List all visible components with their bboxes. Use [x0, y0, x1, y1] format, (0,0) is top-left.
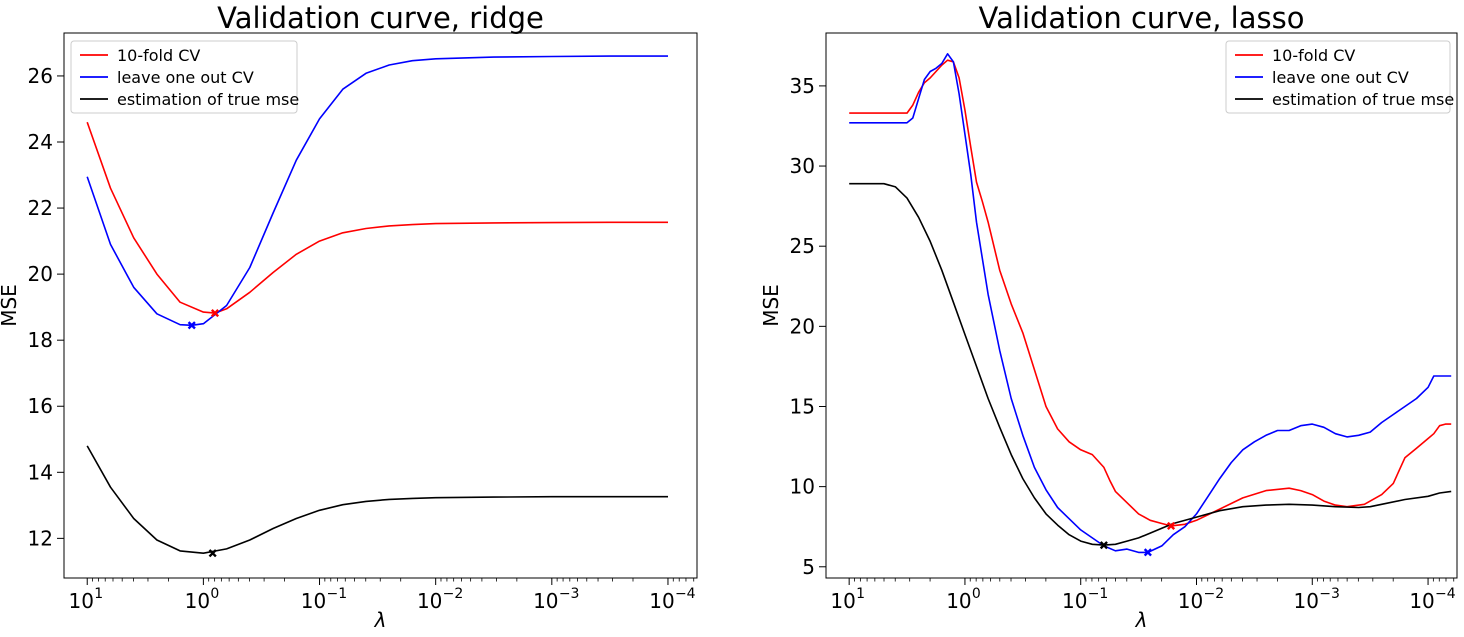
y-tick-label: 16 [28, 394, 53, 418]
legend-label: leave one out CV [117, 68, 254, 87]
series-line-2 [86, 55, 668, 327]
x-tick-label: 10 [185, 589, 210, 613]
x-tick-label: 10 [1062, 589, 1087, 613]
x-axis-label: λ [374, 608, 387, 632]
x-tick-exponent: −2 [443, 586, 464, 602]
x-tick-label: 10 [1178, 589, 1203, 613]
x-tick-label: 10 [533, 589, 558, 613]
legend-label: leave one out CV [1272, 68, 1409, 87]
y-tick-label: 12 [28, 526, 53, 550]
minimum-marker-3 [208, 549, 217, 558]
y-tick-label: 18 [28, 328, 53, 352]
series-lines [86, 55, 668, 555]
marker-stroke [1099, 541, 1108, 550]
x-tick-label: 10 [830, 589, 855, 613]
y-tick-label: 35 [790, 74, 815, 98]
y-tick-label: 20 [790, 314, 815, 338]
y-tick-label: 14 [28, 460, 53, 484]
y-tick-label: 22 [28, 196, 53, 220]
x-tick-exponent: −3 [1319, 586, 1340, 602]
y-tick-label: 30 [790, 154, 815, 178]
y-tick-label: 20 [28, 262, 53, 286]
marker-stroke [1166, 521, 1176, 530]
x-tick-exponent: 1 [94, 586, 103, 602]
minimum-marker-2 [1143, 548, 1152, 557]
y-tick-label: 25 [790, 234, 815, 258]
minimum-marker-1 [210, 309, 220, 318]
x-tick-exponent: 0 [210, 586, 219, 602]
y-tick-label: 26 [28, 64, 53, 88]
plot-frame [825, 32, 1458, 579]
x-tick-label: 10 [301, 589, 326, 613]
legend: 10-fold CV leave one out CV estimation of … [70, 40, 299, 114]
legend-label: estimation of true mse [1272, 90, 1454, 109]
x-tick-label: 10 [69, 589, 94, 613]
y-tick-label: 5 [802, 555, 815, 579]
x-tick-label: 10 [1294, 589, 1319, 613]
minimum-marker-2 [187, 321, 196, 330]
chart-title: Validation curve, lasso [979, 1, 1305, 35]
marker-stroke [187, 321, 196, 330]
x-tick-exponent: −1 [1088, 586, 1109, 602]
x-tick-exponent: 1 [856, 586, 865, 602]
legend-box [1225, 40, 1451, 114]
legend-label: 10-fold CV [1272, 46, 1355, 65]
y-axis-label: MSE [759, 284, 783, 327]
x-tick-exponent: 0 [972, 586, 981, 602]
x-tick-label: 10 [649, 589, 674, 613]
series-line-2 [849, 52, 1452, 554]
x-tick-exponent: −4 [675, 586, 696, 602]
x-tick-label: 10 [946, 589, 971, 613]
marker-stroke [1143, 548, 1152, 557]
series-line-1 [849, 59, 1452, 527]
y-tick-label: 24 [28, 130, 53, 154]
marker-stroke [210, 309, 220, 318]
legend-label: 10-fold CV [117, 46, 200, 65]
y-tick-label: 15 [790, 394, 815, 418]
minimum-marker-1 [1166, 521, 1176, 530]
series-lines [849, 52, 1452, 554]
x-tick-exponent: −3 [559, 586, 580, 602]
y-tick-label: 10 [790, 475, 815, 499]
series-line-1 [86, 121, 668, 314]
x-tick-exponent: −4 [1435, 586, 1456, 602]
minimum-marker-3 [1099, 541, 1108, 550]
legend: 10-fold CV leave one out CV estimation of … [1225, 40, 1454, 114]
series-line-3 [86, 445, 668, 555]
x-tick-label: 10 [1409, 589, 1434, 613]
x-tick-exponent: −1 [327, 586, 348, 602]
x-tick-exponent: −2 [1203, 586, 1224, 602]
marker-stroke [208, 549, 217, 558]
x-axis-label: λ [1135, 608, 1148, 632]
y-axis-label: MSE [0, 284, 21, 327]
series-line-3 [849, 182, 1452, 546]
x-tick-label: 10 [417, 589, 442, 613]
legend-box [70, 40, 298, 114]
chart-title: Validation curve, ridge [217, 1, 544, 35]
legend-label: estimation of true mse [117, 90, 299, 109]
